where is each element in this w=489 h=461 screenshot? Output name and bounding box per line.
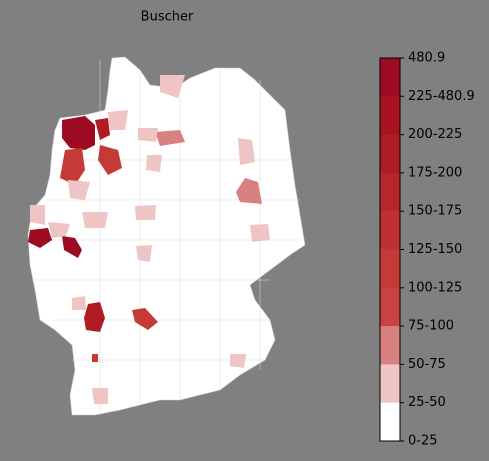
region (138, 128, 158, 142)
colorbar-label: 100-125 (408, 280, 462, 295)
region (230, 354, 246, 368)
colorbar-segment (380, 287, 400, 327)
region (132, 308, 158, 330)
region (82, 212, 108, 228)
germany-map (27, 56, 306, 416)
colorbar-segment (380, 96, 400, 136)
region (30, 205, 45, 225)
colorbar-label: 75-100 (408, 319, 454, 334)
region (62, 116, 95, 150)
colorbar-label: 25-50 (408, 395, 446, 410)
region (95, 118, 110, 140)
region (48, 222, 70, 238)
region (28, 228, 52, 248)
colorbar-segment (380, 249, 400, 289)
region (160, 75, 185, 98)
region (135, 205, 156, 220)
colorbar-label: 175-200 (408, 165, 462, 180)
colorbar-label: 480.9 (408, 51, 445, 66)
colorbar-label: 50-75 (408, 357, 446, 372)
colorbar-label: 150-175 (408, 204, 462, 219)
region (68, 180, 90, 200)
colorbar-label: 125-150 (408, 242, 462, 257)
region (238, 138, 255, 165)
region (146, 155, 162, 172)
region (155, 130, 185, 146)
colorbar-label: 0-25 (408, 434, 438, 449)
region (250, 224, 270, 242)
region (62, 236, 82, 258)
region (84, 302, 105, 332)
colorbar-segment (380, 326, 400, 365)
district-borders (30, 60, 300, 415)
region (92, 388, 108, 404)
colorbar: 480.9 225-480.9 200-225 175-200 150-175 125-1… (379, 51, 475, 449)
map-title: Buscher (141, 10, 194, 25)
colorbar-segment (380, 211, 400, 250)
region (98, 145, 122, 175)
region (72, 296, 86, 310)
region (60, 148, 85, 185)
region (92, 354, 98, 362)
region (108, 110, 128, 130)
colorbar-label: 200-225 (408, 127, 462, 142)
colorbar-segment (380, 172, 400, 212)
region (136, 245, 152, 262)
colorbar-segment (380, 134, 400, 174)
region (236, 178, 262, 204)
colorbar-segment (380, 364, 400, 404)
colorbar-segment (380, 58, 400, 97)
colorbar-segment (380, 402, 400, 442)
colorbar-label: 225-480.9 (408, 89, 475, 104)
